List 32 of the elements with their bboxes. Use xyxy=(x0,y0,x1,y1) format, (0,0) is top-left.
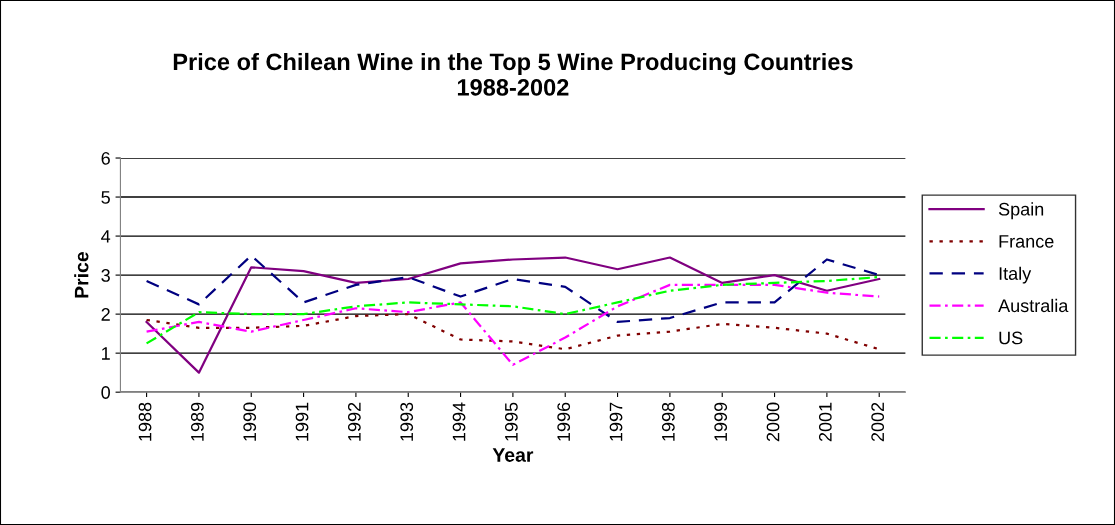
y-tick-label: 1 xyxy=(102,347,110,360)
x-tick-label: 1991 xyxy=(295,402,309,441)
y-tick-label: 0 xyxy=(101,386,110,399)
legend-label: France xyxy=(999,235,1054,248)
x-tick-label: 1989 xyxy=(190,402,204,441)
x-tick-label: 1994 xyxy=(452,402,466,441)
legend-label: US xyxy=(999,331,1023,345)
x-tick-label: 1998 xyxy=(661,402,675,441)
chart-title: Price of Chilean Wine in the Top 5 Wine Producing Countries 1988-2002 xyxy=(173,52,853,96)
legend-label: Italy xyxy=(999,266,1032,284)
x-tick-label: 1990 xyxy=(243,402,257,441)
y-axis-title: Price xyxy=(74,251,89,298)
legend-label: Spain xyxy=(998,202,1044,220)
x-tick-label: 2002 xyxy=(871,402,885,442)
x-tick-label: 2000 xyxy=(766,402,780,442)
y-tick-label: 5 xyxy=(101,191,110,204)
x-tick-label: 2001 xyxy=(818,402,832,442)
x-tick-label: 1993 xyxy=(400,402,414,441)
line-series xyxy=(145,256,881,374)
x-tick-label: 1992 xyxy=(347,402,361,441)
y-tick-label: 3 xyxy=(101,269,110,282)
y-tick-label: 2 xyxy=(101,308,110,321)
x-tick-label: 1988 xyxy=(138,402,152,441)
y-tick-label: 4 xyxy=(101,230,111,243)
x-tick-label: 1996 xyxy=(557,402,571,441)
x-tick-label: 1995 xyxy=(504,402,518,441)
line-series xyxy=(145,283,881,366)
x-tick-label: 1997 xyxy=(609,402,623,441)
legend-label: Australia xyxy=(998,298,1069,313)
y-tick-label: 6 xyxy=(101,151,110,165)
x-axis-title: Year xyxy=(492,448,534,462)
x-tick-label: 1999 xyxy=(714,402,728,441)
